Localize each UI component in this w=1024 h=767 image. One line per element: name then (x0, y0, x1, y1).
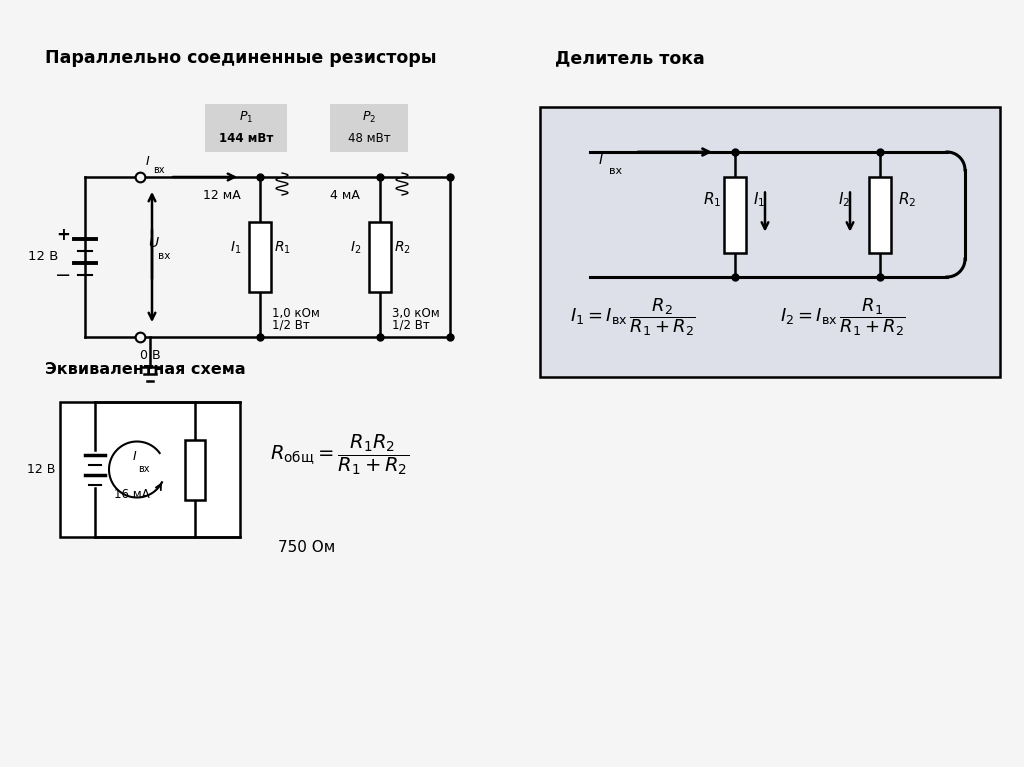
Text: Делитель тока: Делитель тока (555, 49, 705, 67)
Text: 12 В: 12 В (27, 463, 55, 476)
Text: $I_2$: $I_2$ (838, 190, 850, 209)
Bar (60, 402, 240, 537)
Text: $I_1$: $I_1$ (230, 240, 242, 256)
Text: $P_2$: $P_2$ (361, 110, 376, 124)
Text: вх: вх (158, 251, 170, 261)
Text: $R_{\rm общ} = \dfrac{R_1 R_2}{R_1 + R_2}$: $R_{\rm общ} = \dfrac{R_1 R_2}{R_1 + R_2… (270, 432, 410, 477)
Text: 48 мВт: 48 мВт (348, 131, 390, 144)
Text: 16 мА: 16 мА (114, 488, 150, 501)
Text: $R_2$: $R_2$ (898, 190, 916, 209)
Text: 12 мА: 12 мА (203, 189, 241, 202)
Text: $I_1 = I_{\rm вх}\,\dfrac{R_2}{R_1 + R_2}$: $I_1 = I_{\rm вх}\,\dfrac{R_2}{R_1 + R_2… (570, 296, 695, 337)
Text: $I$: $I$ (145, 155, 151, 168)
Text: $I$: $I$ (598, 153, 604, 167)
Text: Параллельно соединенные резисторы: Параллельно соединенные резисторы (45, 49, 436, 67)
Text: −: − (55, 265, 72, 285)
Text: 3,0 кОм: 3,0 кОм (392, 307, 439, 320)
Text: $R_1$: $R_1$ (703, 190, 721, 209)
Bar (369, 222, 391, 292)
Text: $I_2$: $I_2$ (350, 240, 361, 256)
Text: $R_1$: $R_1$ (274, 240, 291, 256)
Text: Эквивалентная схема: Эквивалентная схема (45, 362, 246, 377)
Text: $I_1$: $I_1$ (753, 190, 765, 209)
Text: 12 В: 12 В (28, 251, 58, 264)
Text: 144 мВт: 144 мВт (219, 131, 273, 144)
Text: вх: вх (609, 166, 623, 176)
Bar (185, 439, 205, 499)
Text: $I_2 = I_{\rm вх}\,\dfrac{R_1}{R_1 + R_2}$: $I_2 = I_{\rm вх}\,\dfrac{R_1}{R_1 + R_2… (780, 296, 905, 337)
Text: $P_1$: $P_1$ (239, 110, 253, 124)
Text: 4 мА: 4 мА (330, 189, 360, 202)
Text: 1,0 кОм: 1,0 кОм (272, 307, 319, 320)
FancyBboxPatch shape (205, 104, 287, 152)
Text: вх: вх (138, 463, 150, 473)
Text: вх: вх (153, 165, 165, 175)
Bar (724, 176, 746, 252)
Bar (540, 107, 1000, 377)
Text: 750 Ом: 750 Ом (278, 539, 335, 555)
Text: $R_2$: $R_2$ (394, 240, 411, 256)
Text: 1/2 Вт: 1/2 Вт (392, 319, 430, 332)
Text: 0 В: 0 В (139, 349, 161, 362)
Bar (869, 176, 891, 252)
Text: $I$: $I$ (132, 449, 137, 463)
Bar (249, 222, 271, 292)
Text: +: + (56, 226, 70, 244)
Text: $U$: $U$ (148, 236, 160, 250)
FancyBboxPatch shape (330, 104, 408, 152)
Text: 1/2 Вт: 1/2 Вт (272, 319, 309, 332)
